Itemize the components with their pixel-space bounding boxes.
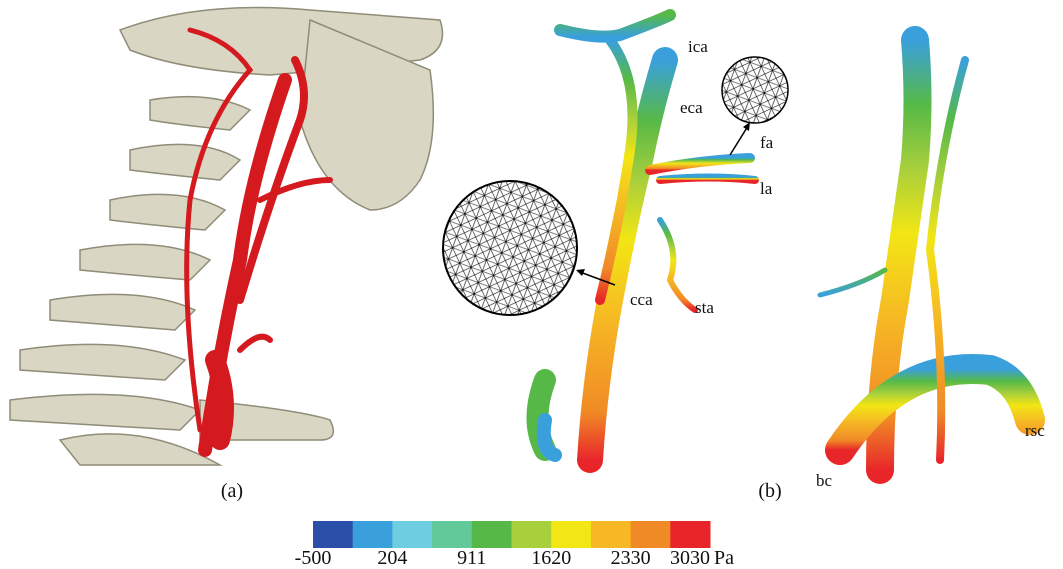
annotation: sta [695,298,714,317]
anatomy-render [10,8,443,466]
annotation: fa [760,133,774,152]
colorbar-swatch [392,521,432,548]
panel-label: (b) [758,480,781,502]
colorbar-swatch [353,521,393,548]
figure: (a) ica eca fa la cca sta rsc bc (b) -50… [0,0,1063,569]
colorbar-swatch [432,521,472,548]
colorbar-tick-label: 1620 [531,547,571,569]
colorbar-swatch [591,521,631,548]
colorbar-swatch [631,521,671,548]
annotation: eca [680,98,703,117]
annotation: ica [688,37,708,56]
colorbar-swatch [512,521,552,548]
colorbar-swatch [472,521,512,548]
panel-label: (a) [221,480,243,502]
annotation: la [760,179,773,198]
colorbar-tick-label: 3030 [670,547,710,569]
colorbar-tick-label: 2330 [611,547,651,569]
colorbar-tick-label: 911 [457,547,486,569]
colorbar-unit: Pa [714,547,734,569]
colorbar-swatch [551,521,591,548]
annotation: bc [816,471,833,490]
annotation: rsc [1025,421,1045,440]
colorbar-tick-label: 204 [377,547,407,569]
annotation: cca [630,290,653,309]
colorbar-tick-label: -500 [295,547,332,569]
colorbar-swatch [313,521,353,548]
colorbar-swatch [670,521,710,548]
